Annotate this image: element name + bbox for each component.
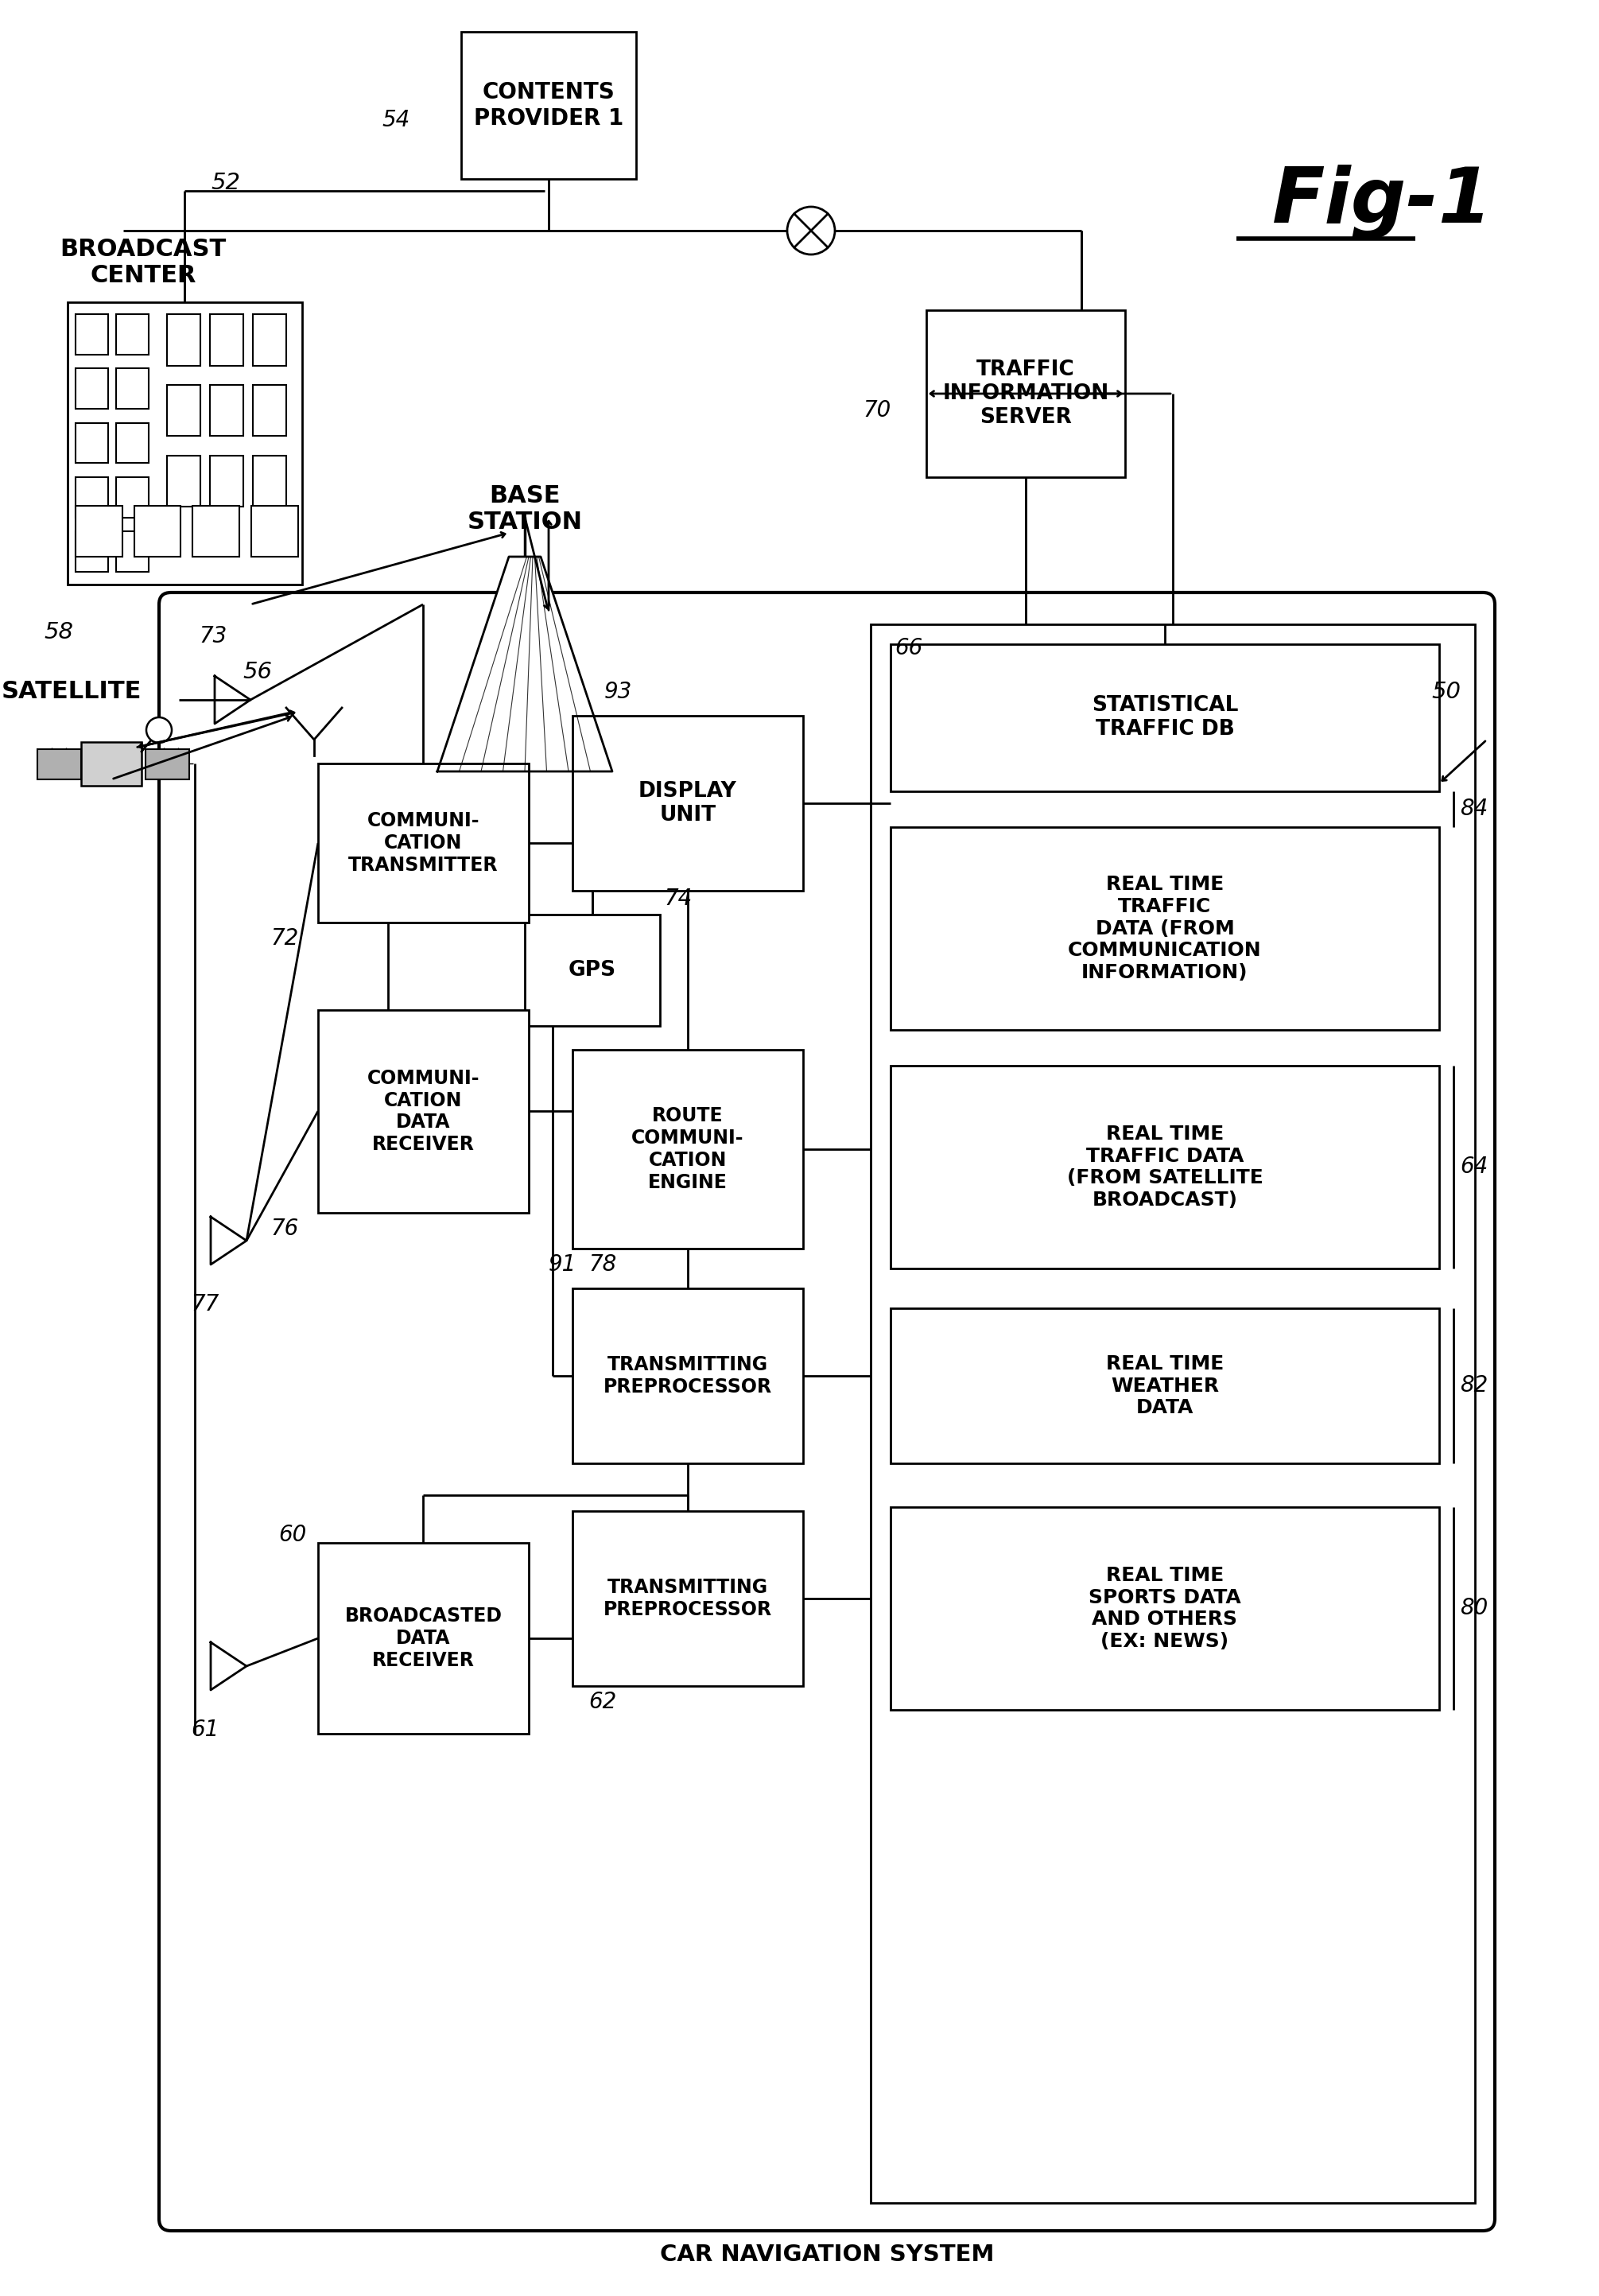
FancyBboxPatch shape bbox=[891, 1506, 1439, 1711]
Text: 74: 74 bbox=[664, 889, 692, 909]
Text: 62: 62 bbox=[588, 1690, 617, 1713]
Text: SATELLITE: SATELLITE bbox=[2, 680, 142, 703]
Text: BASE
STATION: BASE STATION bbox=[467, 484, 582, 535]
Text: 58: 58 bbox=[43, 622, 74, 643]
Text: 93: 93 bbox=[604, 682, 632, 703]
Text: BROADCASTED
DATA
RECEIVER: BROADCASTED DATA RECEIVER bbox=[345, 1607, 502, 1669]
Circle shape bbox=[787, 207, 835, 255]
Text: Fig-1: Fig-1 bbox=[1273, 165, 1493, 239]
Text: TRANSMITTING
PREPROCESSOR: TRANSMITTING PREPROCESSOR bbox=[603, 1355, 772, 1396]
FancyBboxPatch shape bbox=[572, 1511, 803, 1685]
Bar bbox=[193, 505, 240, 556]
Text: 64: 64 bbox=[1460, 1155, 1489, 1178]
Text: 73: 73 bbox=[198, 625, 227, 647]
Text: DISPLAY
UNIT: DISPLAY UNIT bbox=[638, 781, 737, 827]
Text: 60: 60 bbox=[278, 1525, 307, 1545]
Bar bbox=[75, 505, 122, 556]
Bar bbox=[253, 386, 286, 436]
Text: 66: 66 bbox=[894, 636, 923, 659]
Bar bbox=[75, 530, 109, 572]
Bar bbox=[166, 455, 200, 507]
Text: REAL TIME
SPORTS DATA
AND OTHERS
(EX: NEWS): REAL TIME SPORTS DATA AND OTHERS (EX: NE… bbox=[1089, 1566, 1241, 1651]
Text: REAL TIME
TRAFFIC
DATA (FROM
COMMUNICATION
INFORMATION): REAL TIME TRAFFIC DATA (FROM COMMUNICATI… bbox=[1068, 875, 1262, 983]
FancyBboxPatch shape bbox=[37, 748, 82, 778]
Text: REAL TIME
WEATHER
DATA: REAL TIME WEATHER DATA bbox=[1107, 1355, 1223, 1417]
Text: STATISTICAL
TRAFFIC DB: STATISTICAL TRAFFIC DB bbox=[1092, 696, 1238, 739]
Text: 84: 84 bbox=[1460, 797, 1489, 820]
FancyBboxPatch shape bbox=[891, 1309, 1439, 1463]
Text: 82: 82 bbox=[1460, 1375, 1489, 1396]
Text: 50: 50 bbox=[1431, 682, 1460, 703]
FancyBboxPatch shape bbox=[572, 1049, 803, 1249]
Bar bbox=[117, 422, 149, 464]
Bar bbox=[75, 422, 109, 464]
Bar bbox=[75, 367, 109, 409]
Text: 80: 80 bbox=[1460, 1598, 1489, 1619]
FancyBboxPatch shape bbox=[524, 914, 660, 1026]
Bar bbox=[75, 478, 109, 517]
Text: GPS: GPS bbox=[569, 960, 616, 980]
Text: 70: 70 bbox=[863, 400, 891, 422]
FancyBboxPatch shape bbox=[67, 303, 302, 585]
Text: TRAFFIC
INFORMATION
SERVER: TRAFFIC INFORMATION SERVER bbox=[942, 360, 1108, 427]
Bar bbox=[253, 455, 286, 507]
FancyBboxPatch shape bbox=[871, 625, 1474, 2202]
Text: 56: 56 bbox=[243, 661, 272, 684]
FancyBboxPatch shape bbox=[318, 1543, 529, 1733]
Bar bbox=[253, 315, 286, 365]
FancyBboxPatch shape bbox=[891, 1065, 1439, 1267]
FancyBboxPatch shape bbox=[572, 716, 803, 891]
Text: REAL TIME
TRAFFIC DATA
(FROM SATELLITE
BROADCAST): REAL TIME TRAFFIC DATA (FROM SATELLITE B… bbox=[1067, 1125, 1263, 1210]
FancyBboxPatch shape bbox=[926, 310, 1126, 478]
FancyBboxPatch shape bbox=[318, 765, 529, 923]
Text: 91: 91 bbox=[548, 1254, 577, 1277]
Text: 76: 76 bbox=[270, 1217, 299, 1240]
FancyBboxPatch shape bbox=[572, 1288, 803, 1463]
FancyBboxPatch shape bbox=[461, 32, 636, 179]
FancyBboxPatch shape bbox=[82, 742, 142, 785]
Text: TRANSMITTING
PREPROCESSOR: TRANSMITTING PREPROCESSOR bbox=[603, 1577, 772, 1619]
FancyBboxPatch shape bbox=[891, 827, 1439, 1031]
Text: COMMUNI-
CATION
TRANSMITTER: COMMUNI- CATION TRANSMITTER bbox=[349, 810, 499, 875]
Polygon shape bbox=[214, 675, 251, 723]
Bar bbox=[117, 315, 149, 354]
Bar bbox=[209, 386, 243, 436]
Bar bbox=[209, 315, 243, 365]
Polygon shape bbox=[211, 1217, 246, 1265]
Text: 61: 61 bbox=[190, 1720, 219, 1740]
FancyBboxPatch shape bbox=[146, 748, 189, 778]
FancyBboxPatch shape bbox=[891, 645, 1439, 792]
Bar bbox=[117, 530, 149, 572]
Bar bbox=[251, 505, 297, 556]
Polygon shape bbox=[437, 556, 612, 771]
FancyBboxPatch shape bbox=[158, 592, 1495, 2232]
Polygon shape bbox=[211, 1642, 246, 1690]
Text: BROADCAST
CENTER: BROADCAST CENTER bbox=[59, 236, 227, 287]
Bar bbox=[75, 315, 109, 354]
Text: 54: 54 bbox=[382, 108, 409, 131]
Text: 77: 77 bbox=[190, 1293, 219, 1316]
Text: ROUTE
COMMUNI-
CATION
ENGINE: ROUTE COMMUNI- CATION ENGINE bbox=[632, 1107, 744, 1192]
Text: 52: 52 bbox=[211, 172, 240, 195]
Bar bbox=[166, 386, 200, 436]
Bar bbox=[166, 315, 200, 365]
Bar bbox=[117, 478, 149, 517]
Bar bbox=[134, 505, 181, 556]
Text: 72: 72 bbox=[270, 928, 299, 951]
Bar bbox=[209, 455, 243, 507]
Bar bbox=[117, 367, 149, 409]
Text: COMMUNI-
CATION
DATA
RECEIVER: COMMUNI- CATION DATA RECEIVER bbox=[368, 1068, 480, 1155]
FancyBboxPatch shape bbox=[318, 1010, 529, 1212]
Text: 78: 78 bbox=[588, 1254, 617, 1277]
Circle shape bbox=[146, 716, 171, 744]
Text: CAR NAVIGATION SYSTEM: CAR NAVIGATION SYSTEM bbox=[660, 2243, 995, 2266]
Text: CONTENTS
PROVIDER 1: CONTENTS PROVIDER 1 bbox=[473, 80, 624, 129]
